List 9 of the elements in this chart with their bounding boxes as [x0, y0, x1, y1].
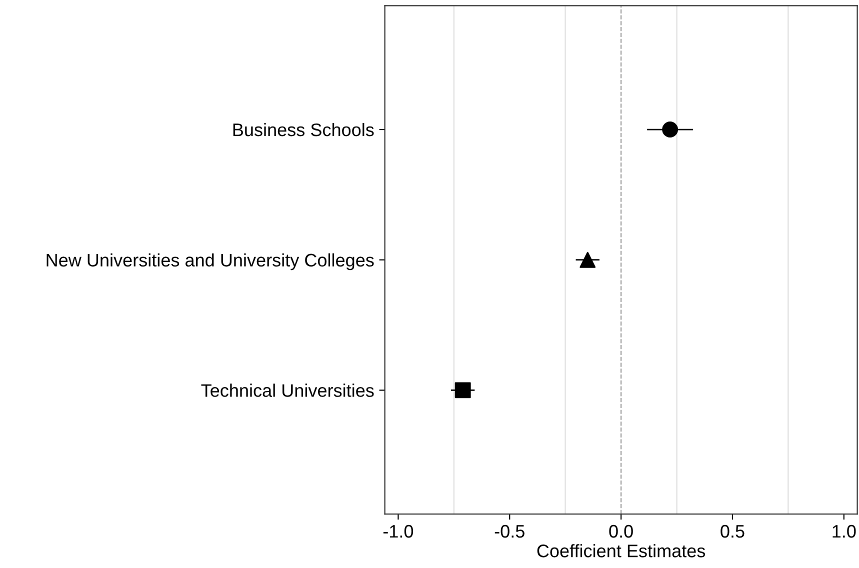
y-tick-label: Technical Universities	[201, 384, 374, 397]
x-tick-label: 1.0	[832, 524, 856, 538]
x-tick-label: -0.5	[494, 524, 524, 538]
x-axis-title: Coefficient Estimates	[537, 544, 706, 558]
y-tick-label: New Universities and University Colleges	[46, 253, 374, 270]
x-tick-label: 0.0	[609, 524, 633, 538]
x-tick-label: 0.5	[720, 524, 744, 538]
y-tick-label: Business Schools	[233, 122, 374, 136]
x-tick-label: -1.0	[383, 524, 414, 538]
